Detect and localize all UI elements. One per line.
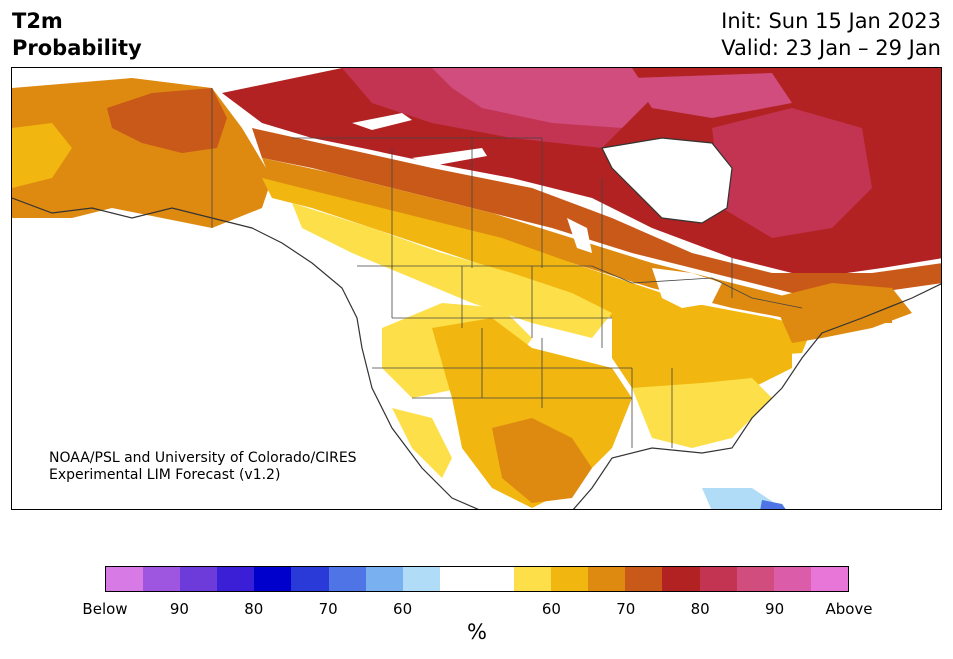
colorbar-segment — [328, 567, 366, 591]
colorbar-segment — [180, 567, 218, 591]
colorbar-segment — [699, 567, 737, 591]
colorbar-unit: % — [467, 620, 487, 644]
hudson-bay — [602, 138, 732, 223]
colorbar-tick-label: 90 — [765, 600, 785, 618]
shade-60-southeast — [632, 378, 772, 448]
colorbar-segment — [625, 567, 663, 591]
colorbar-segment — [514, 567, 552, 591]
colorbar-segment — [217, 567, 255, 591]
forecast-map — [11, 67, 942, 510]
colorbar-tick-label: 90 — [169, 600, 189, 618]
political-borders — [211, 88, 803, 448]
colorbar-tick-label: 60 — [393, 600, 413, 618]
shade-90-islands — [632, 73, 792, 118]
init-date: Init: Sun 15 Jan 2023 — [721, 9, 941, 33]
colorbar-tick-label: 60 — [541, 600, 561, 618]
colorbar — [105, 566, 849, 592]
shade-60-baja — [392, 408, 452, 478]
colorbar-tick-label: Above — [825, 600, 873, 618]
shade-70-cold-caribbean — [760, 500, 786, 509]
colorbar-segment — [106, 567, 144, 591]
shade-75-midcanada — [252, 128, 941, 293]
shade-90-arctic — [432, 68, 652, 128]
colorbar-segment — [143, 567, 181, 591]
probability-map-graphic — [12, 68, 941, 509]
colorbar-segment — [662, 567, 700, 591]
colorbar-segment — [439, 567, 477, 591]
shade-65-alaska — [12, 123, 72, 188]
colorbar-segment — [402, 567, 440, 591]
lake-winnipeg — [567, 218, 592, 253]
forecast-dates: Init: Sun 15 Jan 2023 Valid: 23 Jan – 29… — [721, 8, 941, 62]
shade-70-northeast — [772, 283, 912, 343]
shade-65-east — [612, 283, 792, 398]
colorbar-segment — [551, 567, 589, 591]
credit-text: NOAA/PSL and University of Colorado/CIRE… — [49, 450, 357, 484]
variable-label: T2m — [12, 9, 63, 33]
colorbar-tick-label: Below — [82, 600, 128, 618]
colorbar-segment — [588, 567, 626, 591]
product-label: Probability — [12, 36, 142, 60]
colorbar-tick-label: 80 — [690, 600, 710, 618]
credit-line-2: Experimental LIM Forecast (v1.2) — [49, 467, 281, 483]
shade-85-quebec — [712, 108, 872, 238]
colorbar-segment — [254, 567, 292, 591]
shade-70-texas — [492, 418, 592, 503]
colorbar-tick-label: 70 — [318, 600, 338, 618]
colorbar-tick-label: 70 — [616, 600, 636, 618]
great-lakes — [652, 268, 722, 308]
colorbar-segment — [810, 567, 848, 591]
coastlines — [12, 137, 941, 509]
colorbar-segment — [365, 567, 403, 591]
colorbar-segment — [476, 567, 515, 591]
great-slave-lake — [352, 113, 412, 130]
map-title: T2m Probability — [12, 8, 142, 62]
shade-75-alaska — [107, 88, 227, 153]
colorbar-segment — [773, 567, 811, 591]
credit-line-1: NOAA/PSL and University of Colorado/CIRE… — [49, 450, 357, 466]
colorbar-segment — [736, 567, 774, 591]
colorbar-segment — [291, 567, 329, 591]
great-bear-lake — [412, 148, 487, 166]
colorbar-tick-label: 80 — [244, 600, 264, 618]
valid-range: Valid: 23 Jan – 29 Jan — [721, 36, 941, 60]
